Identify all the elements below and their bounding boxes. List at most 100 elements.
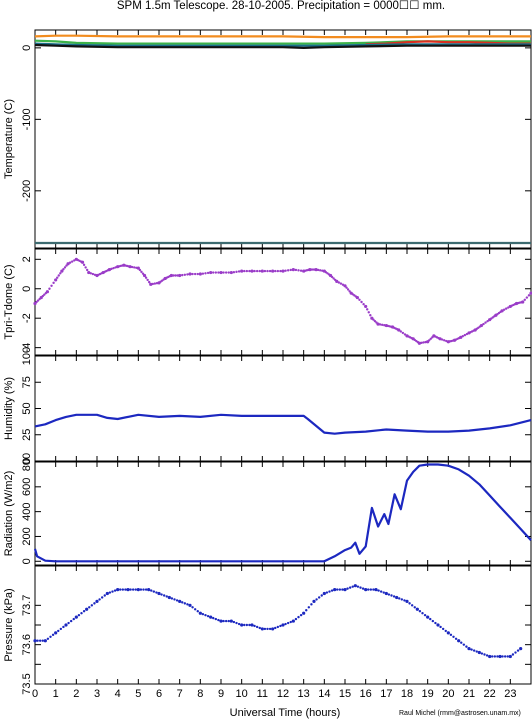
data-point xyxy=(87,270,91,275)
data-point xyxy=(289,620,292,624)
data-point xyxy=(496,655,499,658)
data-point xyxy=(121,588,125,591)
data-point xyxy=(67,621,70,625)
data-point xyxy=(291,268,295,272)
data-point xyxy=(294,617,298,621)
data-point xyxy=(354,295,358,298)
data-point xyxy=(418,610,422,613)
data-point xyxy=(360,300,363,304)
data-point xyxy=(297,269,300,272)
data-point xyxy=(49,635,52,638)
data-point xyxy=(271,269,275,273)
data-point xyxy=(359,586,362,589)
data-point xyxy=(204,613,207,617)
data-point xyxy=(339,282,343,285)
data-point xyxy=(138,268,142,272)
data-point xyxy=(332,277,335,280)
data-point xyxy=(514,651,517,654)
data-point xyxy=(36,299,40,302)
chart-panel-2: 0 25 50 75 100 Humidity (%) xyxy=(3,347,532,464)
data-point xyxy=(356,585,360,588)
x-tick-label: 9 xyxy=(218,688,224,700)
data-point xyxy=(351,585,354,588)
data-point xyxy=(35,300,38,304)
credit-text: Raul Michel (rmm@astrosen.unam.mx) xyxy=(399,710,521,717)
series-line-3 xyxy=(34,42,531,47)
data-point xyxy=(263,627,267,631)
data-point xyxy=(384,591,388,596)
data-point xyxy=(420,341,423,345)
data-point xyxy=(401,331,405,335)
data-point xyxy=(186,603,189,606)
data-point xyxy=(71,260,74,263)
data-point xyxy=(74,615,78,619)
y-tick-label: -100 xyxy=(21,108,33,130)
x-axis: 0 1 2 3 4 5 6 7 8 9 10 11 12 13 14 15 16 17 18 19 20 21 22 23 xyxy=(32,688,517,700)
data-point xyxy=(361,587,365,590)
data-point xyxy=(310,603,313,606)
data-point xyxy=(387,593,391,596)
x-tick-label: 19 xyxy=(422,688,434,700)
data-point xyxy=(113,589,117,592)
data-point xyxy=(491,655,494,658)
y-axis-label-2: Humidity (%) xyxy=(3,377,15,440)
data-point xyxy=(165,595,168,598)
data-point xyxy=(250,269,254,273)
data-point xyxy=(255,269,259,273)
data-point xyxy=(472,329,475,332)
x-tick-label: 2 xyxy=(73,688,79,700)
data-point xyxy=(157,591,161,596)
data-point xyxy=(383,323,386,327)
data-point xyxy=(465,332,469,336)
chart-title: SPM 1.5m Telescope. 28-10-2005. Precipit… xyxy=(117,0,445,12)
data-point xyxy=(84,266,87,269)
data-point xyxy=(320,594,323,597)
data-point xyxy=(366,308,369,311)
data-point xyxy=(174,274,177,277)
data-point xyxy=(198,272,202,276)
data-point xyxy=(437,336,440,340)
y-tick-label: 600 xyxy=(21,478,33,496)
y-tick-label: 73.6 xyxy=(21,634,33,655)
x-tick-label: 7 xyxy=(177,688,183,700)
data-point xyxy=(446,631,450,635)
data-point xyxy=(367,588,370,591)
data-point xyxy=(155,591,158,594)
data-point xyxy=(499,310,502,314)
data-point xyxy=(462,643,466,646)
data-point xyxy=(255,625,259,629)
data-point xyxy=(258,269,261,273)
data-point xyxy=(243,269,246,273)
data-point xyxy=(436,623,440,627)
data-point xyxy=(188,272,192,276)
y-axis-label-0: Temperature (C) xyxy=(3,99,15,179)
data-point xyxy=(276,625,280,629)
y-tick-label: 25 xyxy=(21,429,33,441)
data-point xyxy=(43,639,47,643)
data-point xyxy=(428,339,431,342)
data-point xyxy=(64,623,68,627)
data-point xyxy=(111,590,114,593)
data-point xyxy=(80,612,83,615)
y-tick-label: 100 xyxy=(21,347,33,365)
data-point xyxy=(276,269,280,273)
data-point xyxy=(372,588,375,591)
y-tick-label: -4 xyxy=(21,343,33,353)
data-point xyxy=(341,283,345,286)
y-tick-label: 0 xyxy=(21,45,33,51)
data-point xyxy=(493,315,496,318)
data-point xyxy=(162,594,166,597)
data-point xyxy=(149,282,153,286)
data-point xyxy=(478,325,482,328)
data-point xyxy=(201,272,205,275)
data-point xyxy=(333,588,337,592)
data-point xyxy=(345,286,348,289)
x-tick-label: 5 xyxy=(135,688,141,700)
x-tick-label: 14 xyxy=(318,688,330,700)
data-point xyxy=(224,271,228,274)
data-point xyxy=(206,271,210,275)
data-point xyxy=(134,588,137,591)
data-point xyxy=(212,271,215,274)
data-point xyxy=(124,588,127,591)
data-point xyxy=(36,639,39,642)
